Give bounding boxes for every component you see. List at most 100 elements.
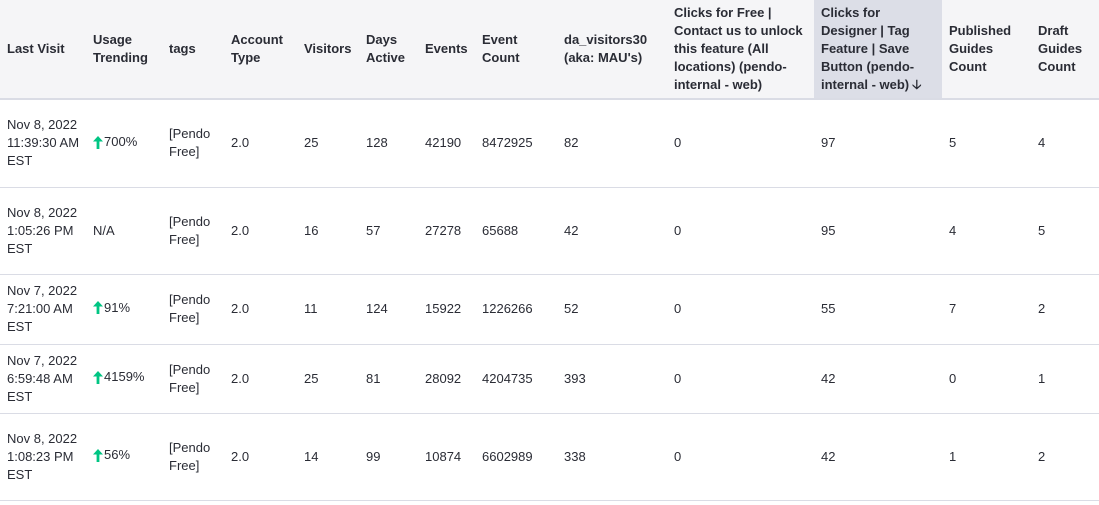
table-row[interactable]: Nov 7, 2022 7:21:00 AM EST 91% [Pendo Free… [0, 274, 1099, 345]
header-row: Last Visit Usage Trending tags Account T… [0, 0, 1099, 100]
cell-da-visitors30: 338 [557, 413, 667, 501]
arrow-up-icon [93, 135, 103, 149]
cell-last-visit: Nov 8, 2022 1:05:26 PM EST [0, 187, 86, 275]
table-row[interactable]: Nov 8, 2022 11:39:30 AM EST 700% [Pendo Fr… [0, 99, 1099, 188]
arrow-up-icon [93, 370, 103, 384]
column-header-visitors[interactable]: Visitors [297, 0, 359, 100]
cell-tags: [Pendo Free] [162, 187, 224, 275]
cell-da-visitors30: 82 [557, 99, 667, 188]
cell-published-guides: 7 [942, 274, 1031, 345]
usage-trend: 56% [93, 446, 130, 464]
column-header-label: Usage Trending [93, 32, 148, 65]
column-header-label: Clicks for Free | Contact us to unlock t… [674, 5, 803, 92]
table-row[interactable]: Nov 7, 2022 6:59:48 AM EST 4159% [Pendo Fr… [0, 344, 1099, 414]
cell-clicks-free: 0 [667, 413, 814, 501]
usage-trend: 91% [93, 299, 130, 317]
cell-event-count: 65688 [475, 187, 557, 275]
cell-event-count: 6602989 [475, 413, 557, 501]
cell-days-active: 124 [359, 274, 418, 345]
cell-events: 15922 [418, 274, 475, 345]
cell-clicks-free: 0 [667, 274, 814, 345]
column-header-label: Published Guides Count [949, 23, 1012, 74]
column-header-clicks-designer[interactable]: Clicks for Designer | Tag Feature | Save… [814, 0, 942, 100]
usage-trend: 700% [93, 133, 137, 151]
cell-visitors: 11 [297, 274, 359, 345]
column-header-draft-guides[interactable]: Draft Guides Count [1031, 0, 1099, 100]
column-header-label: Events [425, 41, 468, 56]
usage-trend-value: 4159% [104, 369, 145, 385]
cell-visitors: 14 [297, 413, 359, 501]
column-header-days-active[interactable]: Days Active [359, 0, 418, 100]
cell-draft-guides: 2 [1031, 274, 1099, 345]
cell-clicks-designer: 42 [814, 413, 942, 501]
arrow-up-icon [93, 301, 103, 315]
cell-usage-trending: 4159% [86, 344, 162, 414]
column-header-label: Last Visit [7, 41, 65, 56]
cell-clicks-designer: 97 [814, 99, 942, 188]
cell-account-type: 2.0 [224, 413, 297, 501]
cell-last-visit: Nov 7, 2022 7:21:00 AM EST [0, 274, 86, 345]
cell-account-type: 2.0 [224, 187, 297, 275]
cell-account-type: 2.0 [224, 274, 297, 345]
cell-visitors: 25 [297, 99, 359, 188]
cell-events: 42190 [418, 99, 475, 188]
table-header: Last Visit Usage Trending tags Account T… [0, 0, 1099, 100]
cell-event-count: 1226266 [475, 274, 557, 345]
cell-days-active: 128 [359, 99, 418, 188]
cell-draft-guides: 5 [1031, 187, 1099, 275]
cell-account-type: 2.0 [224, 99, 297, 188]
usage-trend: N/A [93, 222, 115, 240]
column-header-label: Draft Guides Count [1038, 23, 1083, 74]
cell-clicks-designer: 42 [814, 344, 942, 414]
cell-event-count: 4204735 [475, 344, 557, 414]
cell-usage-trending: N/A [86, 187, 162, 275]
column-header-label: da_visitors30 (aka: MAU's) [564, 32, 648, 65]
usage-trend-value: 56% [104, 447, 131, 463]
cell-days-active: 81 [359, 344, 418, 414]
cell-published-guides: 0 [942, 344, 1031, 414]
column-header-label: Days Active [366, 32, 406, 65]
column-header-events[interactable]: Events [418, 0, 475, 100]
arrow-down-icon: 🡣 [912, 77, 922, 92]
cell-visitors: 16 [297, 187, 359, 275]
cell-draft-guides: 2 [1031, 413, 1099, 501]
usage-trend: 4159% [93, 368, 144, 386]
column-header-clicks-free[interactable]: Clicks for Free | Contact us to unlock t… [667, 0, 814, 100]
cell-visitors: 25 [297, 344, 359, 414]
cell-last-visit: Nov 7, 2022 6:59:48 AM EST [0, 344, 86, 414]
column-header-label: Event Count [482, 32, 520, 65]
cell-last-visit: Nov 8, 2022 11:39:30 AM EST [0, 99, 86, 188]
cell-published-guides: 1 [942, 413, 1031, 501]
cell-last-visit: Nov 8, 2022 1:08:23 PM EST [0, 413, 86, 501]
column-header-label: Account Type [231, 32, 283, 65]
cell-usage-trending: 700% [86, 99, 162, 188]
usage-trend-value: N/A [93, 222, 115, 238]
cell-events: 28092 [418, 344, 475, 414]
cell-tags: [Pendo Free] [162, 413, 224, 501]
cell-account-type: 2.0 [224, 344, 297, 414]
cell-da-visitors30: 393 [557, 344, 667, 414]
cell-days-active: 57 [359, 187, 418, 275]
column-header-usage-trending[interactable]: Usage Trending [86, 0, 162, 100]
cell-draft-guides: 4 [1031, 99, 1099, 188]
table-body: Nov 8, 2022 11:39:30 AM EST 700% [Pendo Fr… [0, 99, 1099, 501]
column-header-published-guides[interactable]: Published Guides Count [942, 0, 1031, 100]
cell-clicks-designer: 55 [814, 274, 942, 345]
column-header-event-count[interactable]: Event Count [475, 0, 557, 100]
usage-trend-value: 91% [104, 299, 131, 315]
column-header-tags[interactable]: tags [162, 0, 224, 100]
column-header-last-visit[interactable]: Last Visit [0, 0, 86, 100]
cell-tags: [Pendo Free] [162, 99, 224, 188]
column-header-account-type[interactable]: Account Type [224, 0, 297, 100]
column-header-da-visitors30[interactable]: da_visitors30 (aka: MAU's) [557, 0, 667, 100]
cell-event-count: 8472925 [475, 99, 557, 188]
table-row[interactable]: Nov 8, 2022 1:08:23 PM EST 56% [Pendo Free… [0, 413, 1099, 501]
cell-usage-trending: 56% [86, 413, 162, 501]
table-row[interactable]: Nov 8, 2022 1:05:26 PM EST N/A [Pendo Free… [0, 187, 1099, 275]
cell-clicks-free: 0 [667, 99, 814, 188]
usage-trend-value: 700% [104, 134, 138, 149]
cell-da-visitors30: 42 [557, 187, 667, 275]
cell-days-active: 99 [359, 413, 418, 501]
